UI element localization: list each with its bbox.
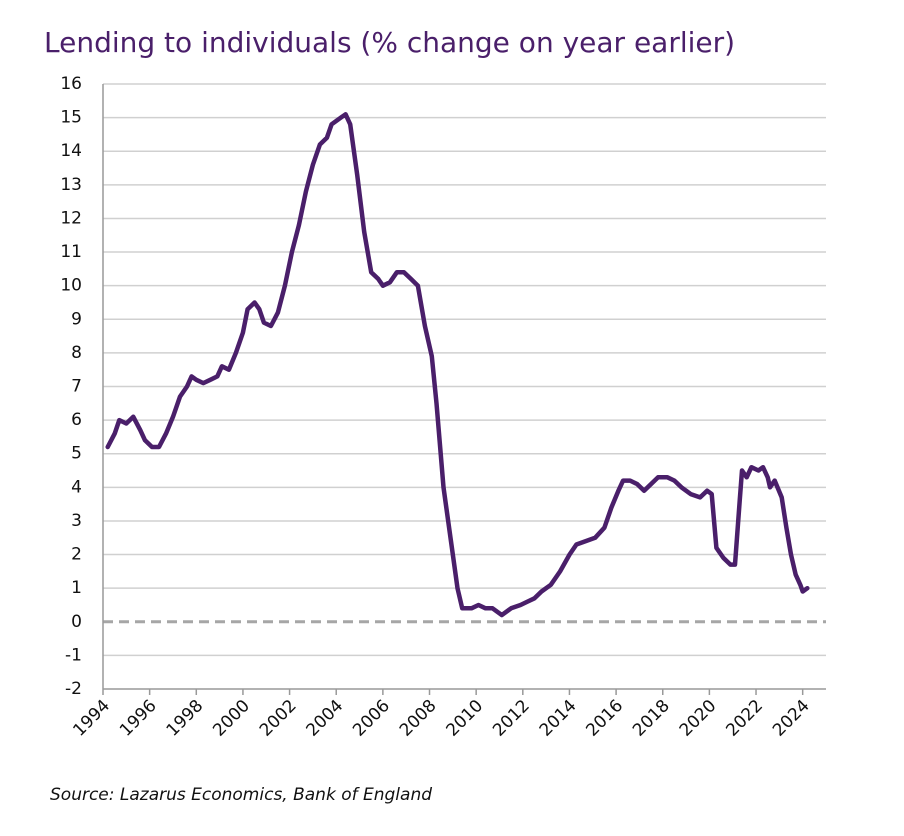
x-tick-label: 2022 — [722, 696, 767, 741]
y-tick-label: 6 — [71, 410, 82, 430]
y-tick-label: 10 — [60, 276, 82, 296]
y-tick-label: 1 — [71, 578, 82, 598]
y-tick-label: 9 — [71, 309, 82, 329]
y-tick-label: 15 — [60, 108, 82, 128]
x-tick-label: 2024 — [769, 696, 814, 741]
x-tick-label: 2004 — [303, 696, 348, 741]
x-tick-label: 2010 — [442, 696, 487, 741]
data-line — [105, 112, 810, 618]
y-tick-label: 13 — [60, 175, 82, 195]
x-tick-label: 2020 — [676, 696, 721, 741]
y-tick-label: 5 — [71, 444, 82, 464]
x-tick-label: 2018 — [629, 696, 674, 741]
x-tick-label: 1998 — [163, 696, 208, 741]
x-tick-label: 2006 — [349, 696, 394, 741]
chart-title: Lending to individuals (% change on year… — [44, 26, 735, 59]
y-tick-label: 12 — [60, 208, 82, 228]
y-tick-label: 16 — [60, 74, 82, 94]
x-tick-label: 2008 — [396, 696, 441, 741]
y-tick-label: 0 — [71, 612, 82, 632]
source-note: Source: Lazarus Economics, Bank of Engla… — [50, 785, 432, 805]
y-tick-label: -1 — [65, 645, 82, 665]
x-tick-label: 2016 — [582, 696, 627, 741]
x-tick-label: 1996 — [116, 696, 161, 741]
y-tick-label: -2 — [65, 679, 82, 699]
x-tick-label: 1994 — [69, 696, 114, 741]
y-tick-label: 4 — [71, 477, 82, 497]
y-tick-label: 11 — [60, 242, 82, 262]
y-tick-label: 7 — [71, 377, 82, 397]
x-tick-label: 2014 — [536, 696, 581, 741]
y-tick-label: 14 — [60, 141, 82, 161]
x-tick-label: 2000 — [209, 696, 254, 741]
x-tick-label: 2002 — [256, 696, 301, 741]
y-tick-label: 3 — [71, 511, 82, 531]
x-tick-label: 2012 — [489, 696, 534, 741]
y-tick-label: 8 — [71, 343, 82, 363]
y-tick-label: 2 — [71, 545, 82, 565]
